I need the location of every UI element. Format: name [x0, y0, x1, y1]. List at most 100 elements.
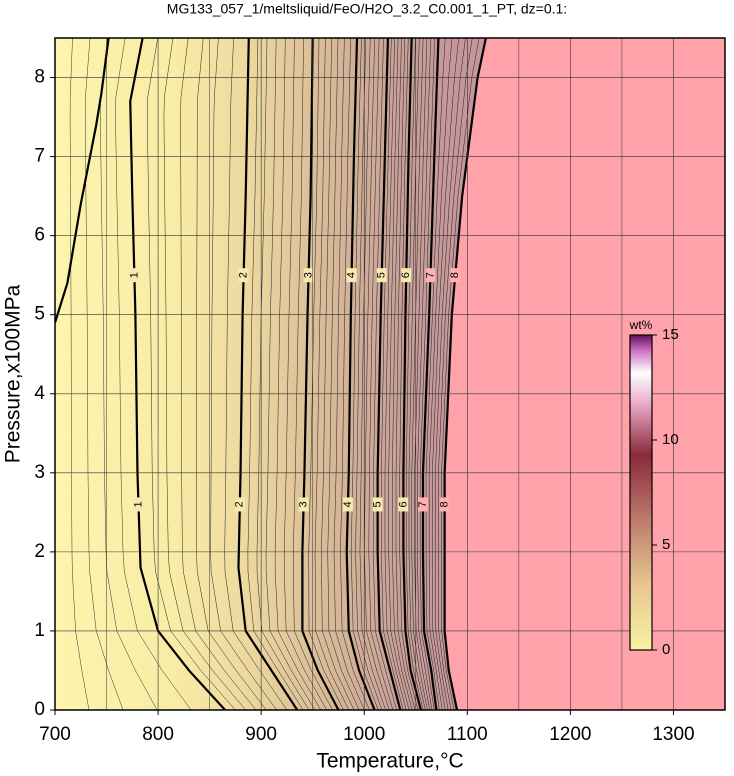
contour-label: 6 [400, 272, 412, 278]
contour-line [301, 38, 340, 710]
minor-contour [441, 38, 480, 710]
minor-contour [411, 38, 428, 710]
contour-label: 4 [346, 272, 358, 278]
region-fill [444, 38, 725, 710]
minor-contour [327, 38, 360, 710]
contour-line [402, 38, 422, 710]
minor-contour [435, 38, 466, 710]
contour-label-bg [234, 497, 245, 512]
minor-contour [381, 38, 404, 710]
x-tick-label: 1000 [343, 724, 385, 745]
contour-label-bg [342, 497, 353, 512]
y-tick-label: 5 [34, 304, 45, 325]
minor-contour [438, 38, 473, 710]
contour-label: 5 [376, 272, 388, 278]
minor-contour [333, 38, 365, 710]
contour-label: 1 [132, 501, 144, 507]
minor-contour [293, 38, 333, 710]
y-tick-label: 2 [34, 541, 45, 562]
colorbar-label: wt% [629, 318, 653, 332]
x-tick-label: 900 [245, 724, 277, 745]
contour-label-bg [417, 497, 428, 512]
contour-label: 7 [424, 272, 436, 278]
contour-label-bg [298, 497, 309, 512]
minor-contour [405, 38, 424, 710]
minor-contour [84, 38, 124, 710]
contour-label: 3 [298, 501, 310, 507]
contour-label: 7 [417, 501, 429, 507]
minor-contour [364, 38, 390, 710]
minor-contour [265, 38, 316, 710]
minor-contour [432, 38, 460, 710]
contour-line [376, 38, 402, 710]
x-tick-label: 1300 [652, 724, 694, 745]
contour-label-bg [346, 268, 357, 283]
minor-contour [196, 38, 267, 710]
minor-contour [69, 38, 90, 710]
y-tick-label: 4 [34, 383, 45, 404]
minor-contour [163, 38, 246, 710]
contour-label: 1 [128, 272, 140, 278]
chart-title: MG133_057_1/meltsliquid/FeO/H2O_3.2_C0.0… [167, 1, 567, 17]
colorbar [629, 334, 653, 651]
contour-label: 3 [302, 272, 314, 278]
x-tick-label: 700 [39, 724, 71, 745]
minor-contour [368, 38, 394, 710]
minor-contour [224, 38, 288, 710]
contour-label-bg [376, 268, 387, 283]
minor-contour [321, 38, 355, 710]
contour-line [237, 38, 299, 710]
x-tick-label: 1200 [549, 724, 591, 745]
minor-contour [388, 38, 410, 710]
colorbar-tick-label: 15 [662, 326, 679, 343]
minor-contour [428, 38, 453, 710]
contour-line [421, 38, 440, 710]
contour-label: 6 [397, 501, 409, 507]
grid [50, 38, 725, 715]
minor-contour [419, 38, 435, 710]
contour-label-bg [398, 497, 409, 512]
minor-contour [372, 38, 397, 710]
y-tick-label: 8 [34, 67, 45, 88]
contour-label-bg [129, 268, 140, 283]
minor-contour [314, 38, 349, 710]
colorbar-tick-label: 0 [662, 641, 670, 658]
contour-label: 2 [234, 501, 246, 507]
colorbar-tick-label: 5 [662, 536, 670, 553]
y-tick-label: 0 [34, 699, 45, 720]
contour-label: 8 [449, 272, 461, 278]
contour-label: 8 [439, 501, 451, 507]
minor-contour [399, 38, 419, 710]
contour-line [345, 38, 376, 710]
plot-frame [54, 37, 726, 711]
contour-label: 4 [342, 501, 354, 507]
minor-contour [417, 38, 433, 710]
minor-contour [283, 38, 327, 710]
contour-label-bg [303, 268, 314, 283]
y-tick-label: 6 [34, 225, 45, 246]
plot-area: 1 1 2 2 3 3 4 4 5 5 6 6 7 7 8 8 [55, 38, 725, 710]
x-tick-label: 1100 [447, 724, 488, 745]
contour-label-bg [450, 268, 461, 283]
contour-label-bg [372, 497, 383, 512]
minor-contour [100, 38, 158, 710]
x-axis-title: Temperature,°C [316, 750, 463, 773]
y-tick-label: 1 [34, 620, 45, 641]
contour-label-bg [439, 497, 450, 512]
contour-label-bg [133, 497, 144, 512]
minor-contour [340, 38, 370, 710]
x-tick-label: 800 [142, 724, 174, 745]
minor-contour [384, 38, 407, 710]
minor-contour [180, 38, 257, 710]
minor-contour [210, 38, 277, 710]
contour-label-bg [425, 268, 436, 283]
minor-contour [256, 38, 310, 710]
minor-contour [247, 38, 304, 710]
minor-contour [414, 38, 431, 710]
y-axis-title: Pressure,x100MPa [2, 284, 25, 463]
minor-contour [392, 38, 413, 710]
minor-contour [147, 38, 236, 710]
minor-contour [359, 38, 386, 710]
minor-contour [274, 38, 322, 710]
minor-contour [115, 38, 192, 710]
